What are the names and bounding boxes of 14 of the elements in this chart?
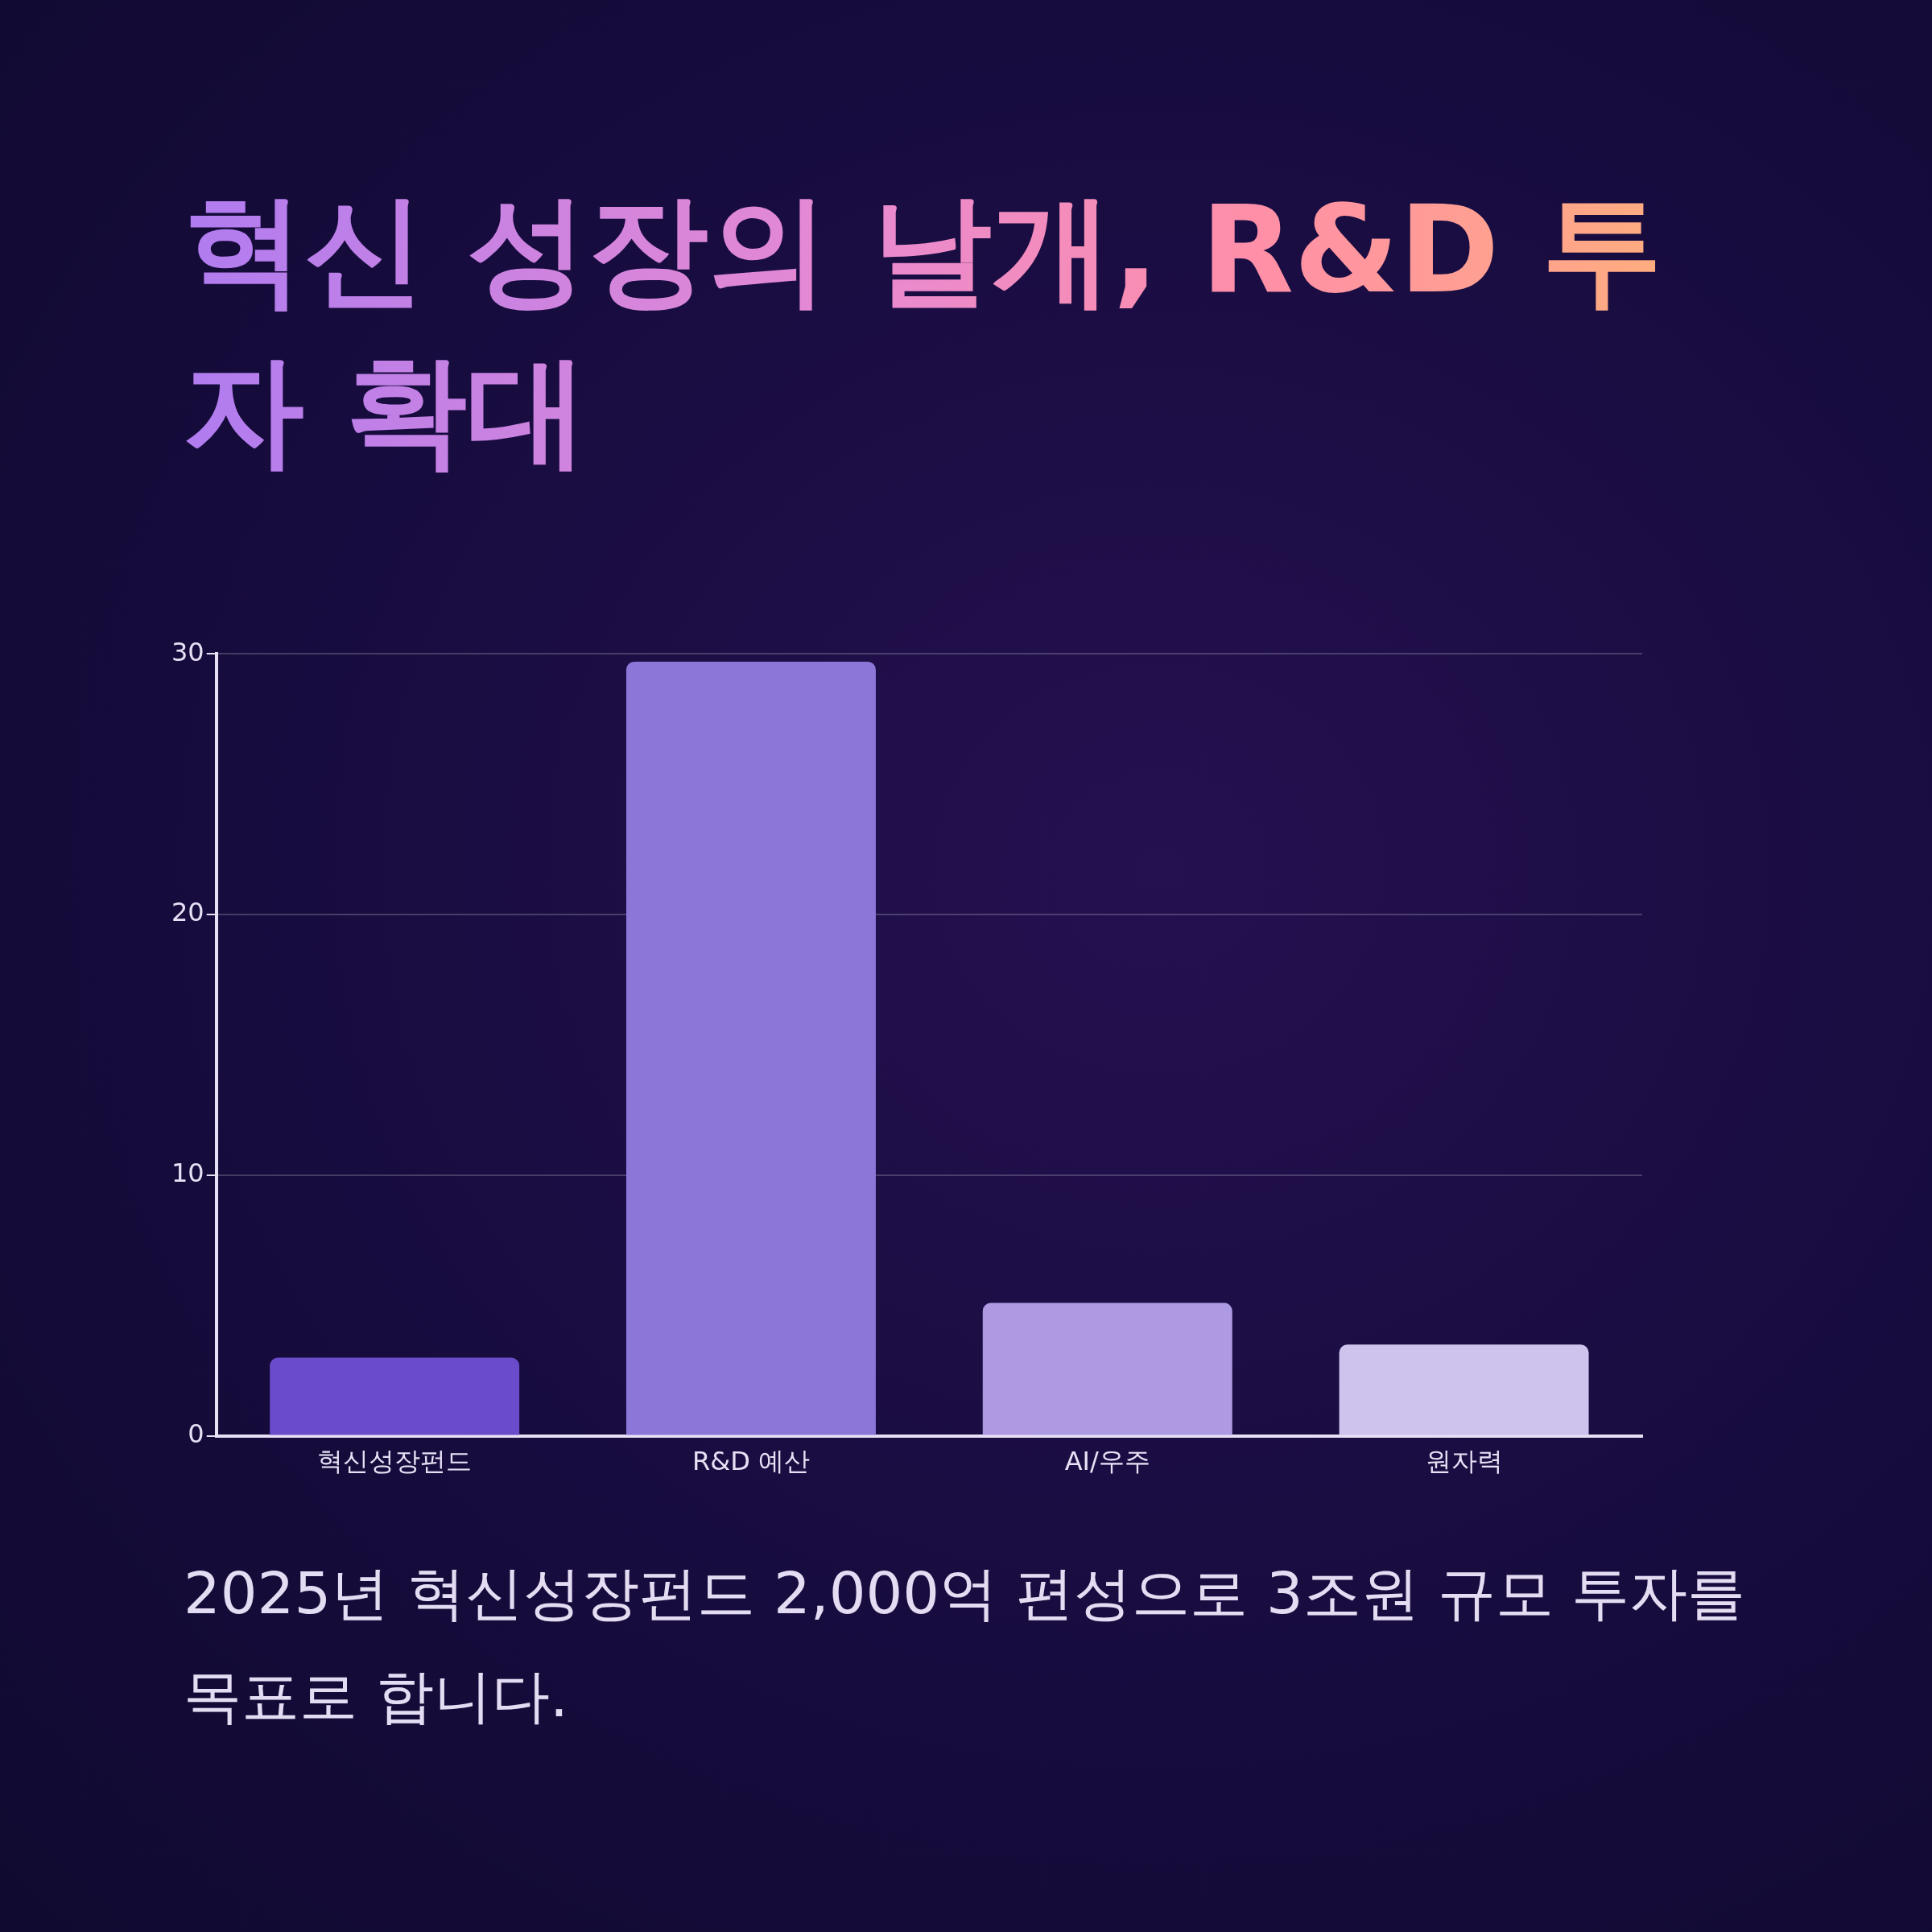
- y-tick-label: 20: [171, 897, 204, 928]
- x-tick-label: AI/우주: [1064, 1446, 1150, 1477]
- x-tick-label: 원자력: [1425, 1446, 1503, 1477]
- bar: [1339, 1344, 1589, 1435]
- y-tick-label: 30: [171, 636, 204, 667]
- chart-title: 혁신 성장의 날개, R&D 투자 확대: [184, 169, 1713, 491]
- text: 2025년 혁신성장펀드 2,000억 편성으로 3조원 규모 투자를 목표로 합니다.: [184, 1558, 1747, 1732]
- bar: [270, 1357, 520, 1435]
- x-tick-label: 혁신성장펀드: [317, 1446, 473, 1477]
- x-tick-label: R&D 예산: [691, 1446, 810, 1477]
- bar: [625, 661, 876, 1435]
- y-tick-label: 10: [171, 1158, 204, 1189]
- y-tick-label: 0: [188, 1418, 204, 1449]
- bar: [982, 1302, 1232, 1435]
